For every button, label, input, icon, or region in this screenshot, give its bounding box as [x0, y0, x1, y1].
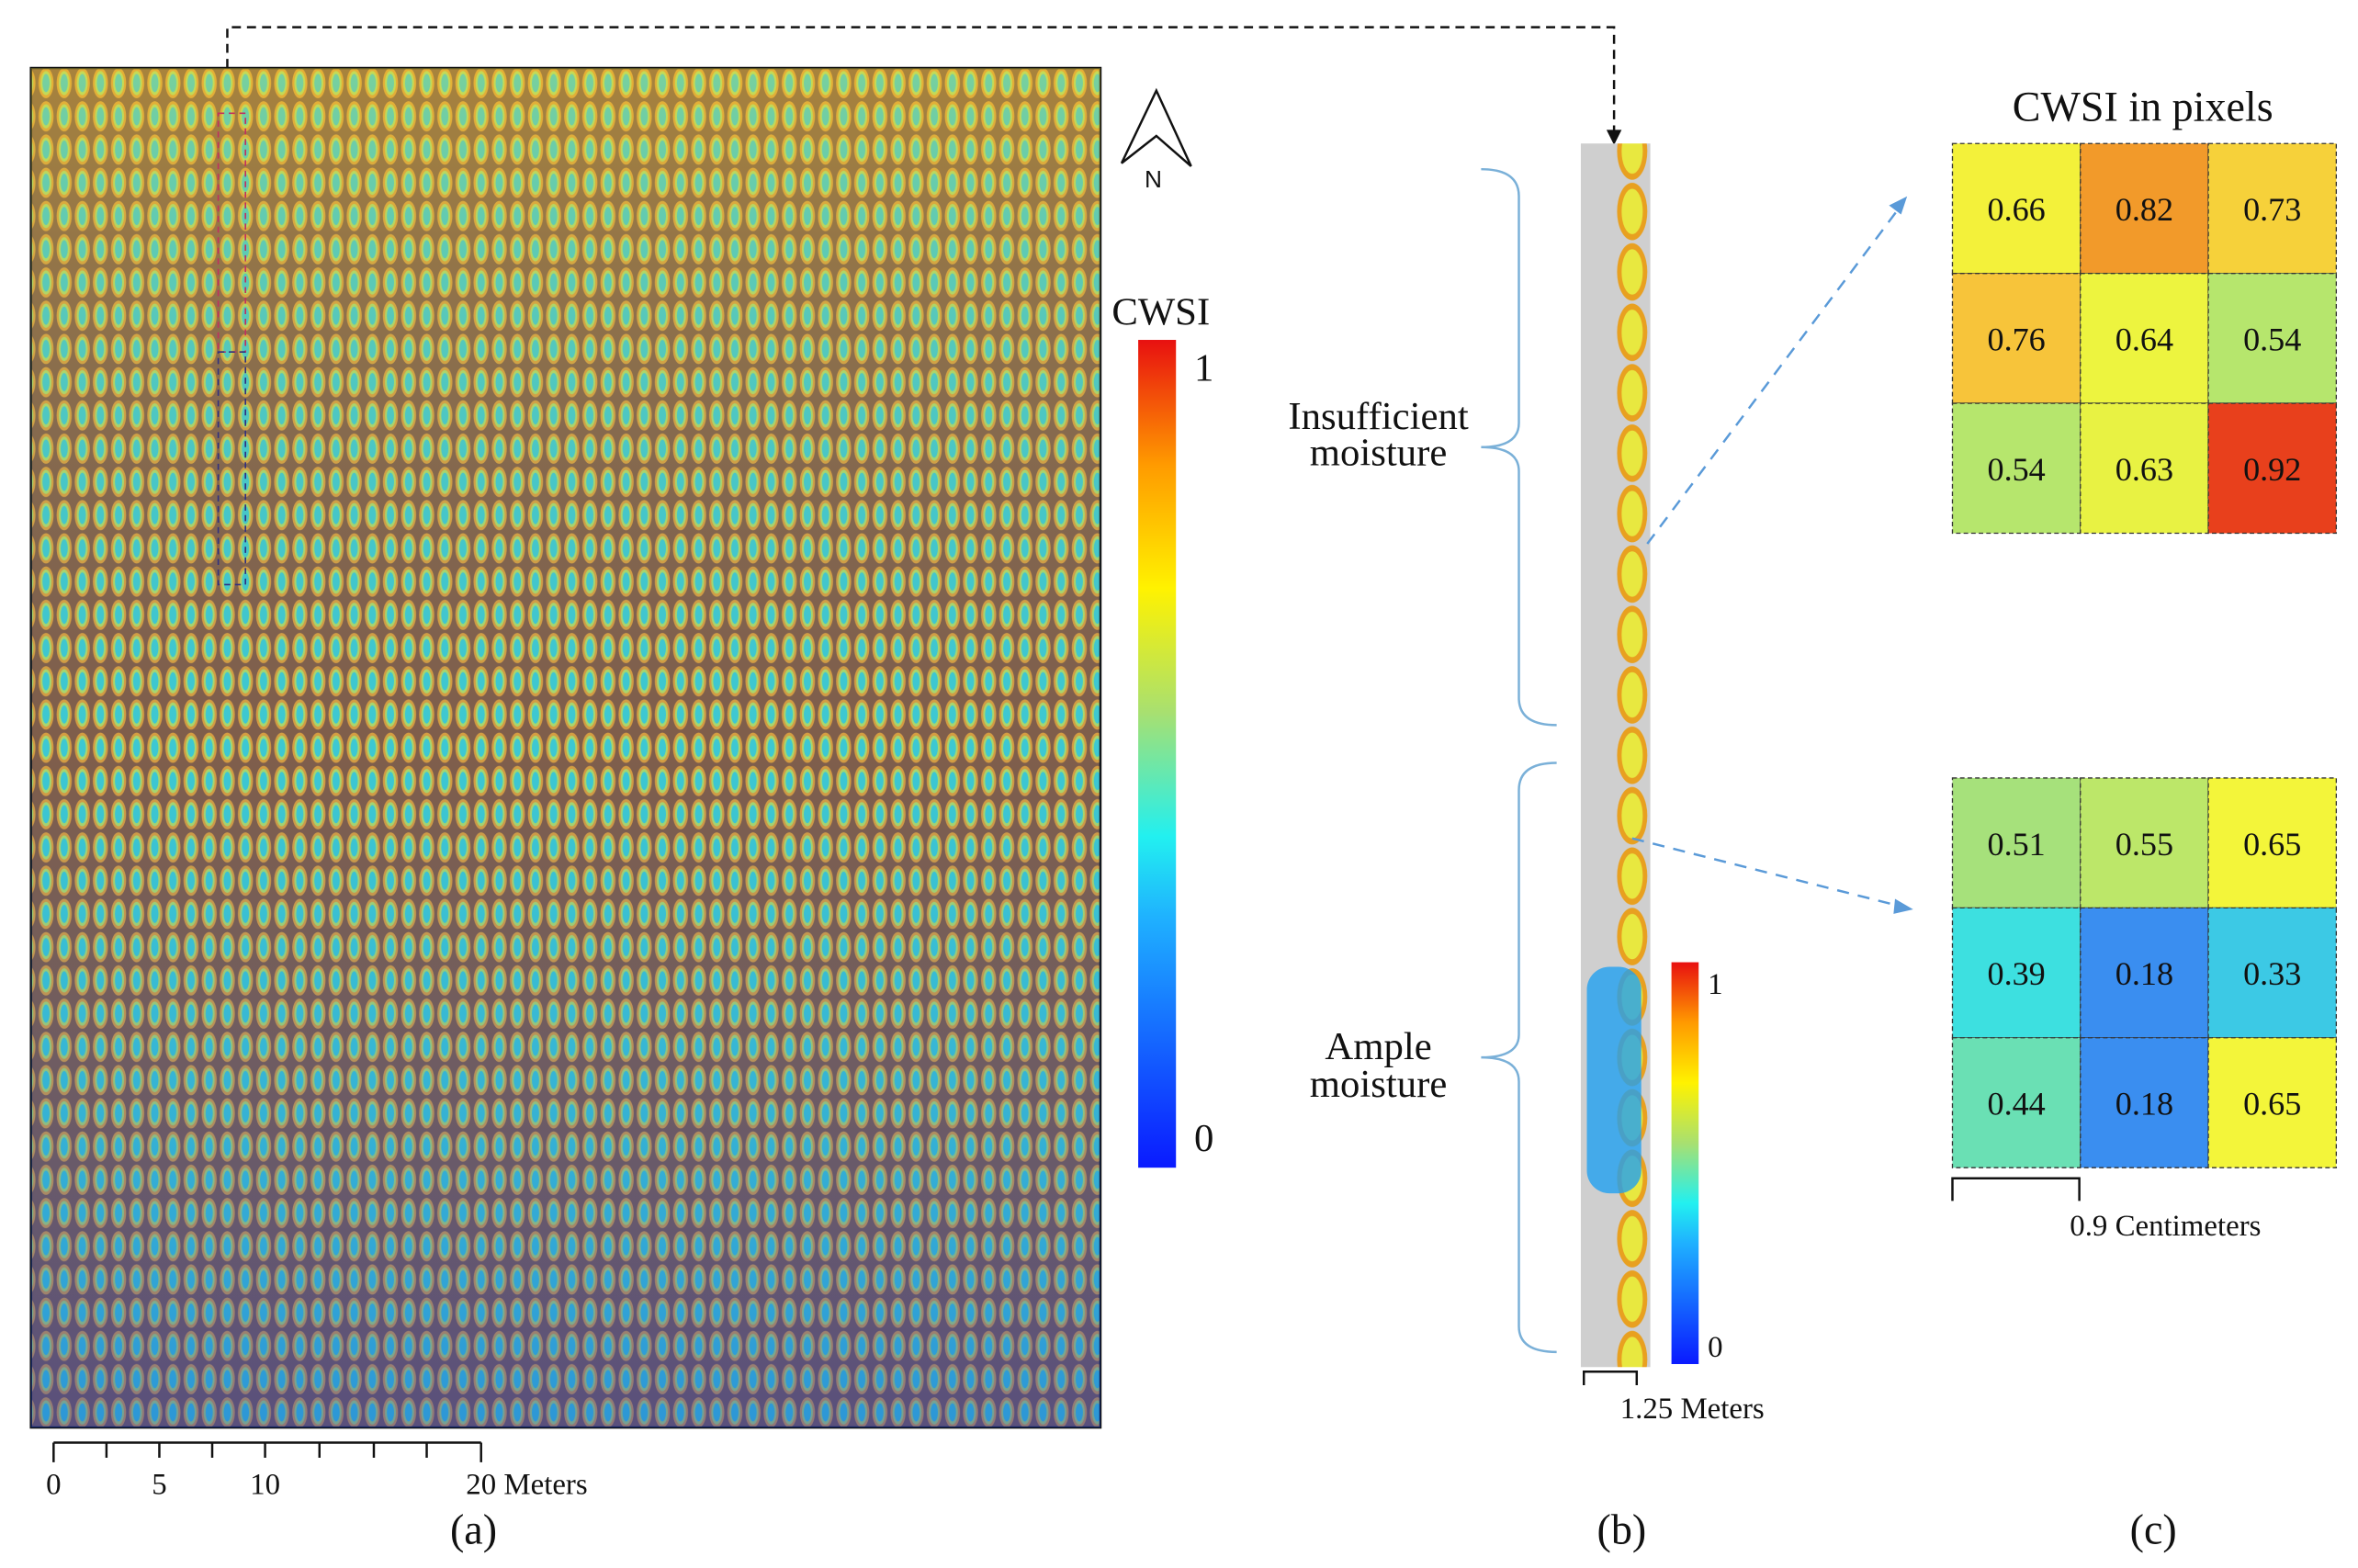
legend-max: 1 — [1194, 346, 1213, 389]
pixel-cell — [2080, 1037, 2209, 1168]
pixel-cell — [2080, 272, 2209, 404]
pixel-value: 0.39 — [1987, 955, 2045, 992]
pixel-value: 0.64 — [2115, 321, 2173, 358]
scale-label: 0.9 Centimeters — [2070, 1210, 2261, 1243]
pixel-value: 0.66 — [1987, 191, 2045, 228]
scale-label: 20 Meters — [466, 1468, 587, 1501]
pixel-cell — [1951, 1037, 2082, 1168]
legend-min: 0 — [1194, 1117, 1213, 1160]
pixel-cell — [2207, 777, 2338, 909]
region-label: Insufficient — [1288, 395, 1468, 438]
north-arrow — [1120, 87, 1192, 167]
zoom-arrow — [1646, 204, 1902, 545]
legend-title: CWSI — [1111, 291, 1210, 334]
legend-max: 1 — [1708, 968, 1722, 1001]
pixel-value: 0.65 — [2243, 1086, 2301, 1122]
pixel-value: 0.65 — [2243, 826, 2301, 863]
pixel-cell — [1951, 777, 2082, 909]
region-label: Ample — [1325, 1025, 1431, 1068]
lower-region — [217, 351, 247, 586]
scale-label: 1.25 Meters — [1620, 1393, 1765, 1426]
wet-zone — [1586, 966, 1642, 1194]
pixel-value: 0.54 — [1987, 451, 2045, 488]
scale-bar — [1951, 1177, 2081, 1201]
caption: (c) — [2130, 1506, 2177, 1553]
pixel-value: 0.63 — [2115, 451, 2173, 488]
scale-label: 10 — [250, 1468, 280, 1501]
pixel-cell — [1951, 142, 2082, 275]
scale-bar — [1582, 1370, 1639, 1386]
caption: (b) — [1596, 1506, 1646, 1553]
pixel-cell — [2207, 1037, 2338, 1168]
pixel-cell — [2207, 142, 2338, 275]
pixel-cell — [2080, 777, 2209, 909]
pixel-cell — [1951, 907, 2082, 1039]
pixel-value: 0.55 — [2115, 826, 2173, 863]
pixel-value: 0.92 — [2243, 451, 2301, 488]
legend-min: 0 — [1708, 1331, 1722, 1364]
pixel-value: 0.76 — [1987, 321, 2045, 358]
pixel-grids: 0.66 0.82 0.73 0.76 0.64 0.54 0.54 0.63 0.92 0.51… — [1951, 142, 2338, 1168]
scale-label: 5 — [152, 1468, 166, 1501]
pixel-cell — [2080, 142, 2209, 275]
pixel-cell — [2080, 907, 2209, 1039]
upper-brace — [1481, 167, 1557, 727]
pixel-value: 0.51 — [1987, 826, 2045, 863]
link-arrow — [226, 26, 1616, 137]
pixel-value: 0.44 — [1987, 1086, 2045, 1122]
north-label: N — [1145, 165, 1162, 193]
pixel-value: 0.18 — [2115, 955, 2173, 992]
panel-title: CWSI in pixels — [2013, 84, 2273, 130]
pixel-value: 0.33 — [2243, 955, 2301, 992]
pixel-cell — [2080, 402, 2209, 535]
pixel-value: 0.82 — [2115, 191, 2173, 228]
small-colorbar — [1671, 962, 1699, 1364]
pixel-cell — [2207, 402, 2338, 535]
zoom-arrow — [1631, 837, 1901, 908]
pixel-value: 0.54 — [2243, 321, 2301, 358]
map-shade — [30, 68, 1100, 1428]
region-label: moisture — [1310, 1063, 1448, 1106]
pixel-cell — [2207, 272, 2338, 404]
arrow-head — [1893, 898, 1913, 914]
colorbar — [1138, 340, 1177, 1168]
caption: (a) — [450, 1506, 497, 1553]
arrow-head — [1606, 130, 1622, 145]
pixel-value: 0.18 — [2115, 1086, 2173, 1122]
scale-bar — [52, 1441, 482, 1462]
arrow-head — [1889, 196, 1908, 215]
pixel-value: 0.73 — [2243, 191, 2301, 228]
region-label: moisture — [1310, 432, 1448, 475]
pixel-cell — [1951, 402, 2082, 535]
scale-label: 0 — [46, 1468, 61, 1501]
pixel-cell — [2207, 907, 2338, 1039]
pixel-cell — [1951, 272, 2082, 404]
lower-brace — [1481, 761, 1557, 1354]
